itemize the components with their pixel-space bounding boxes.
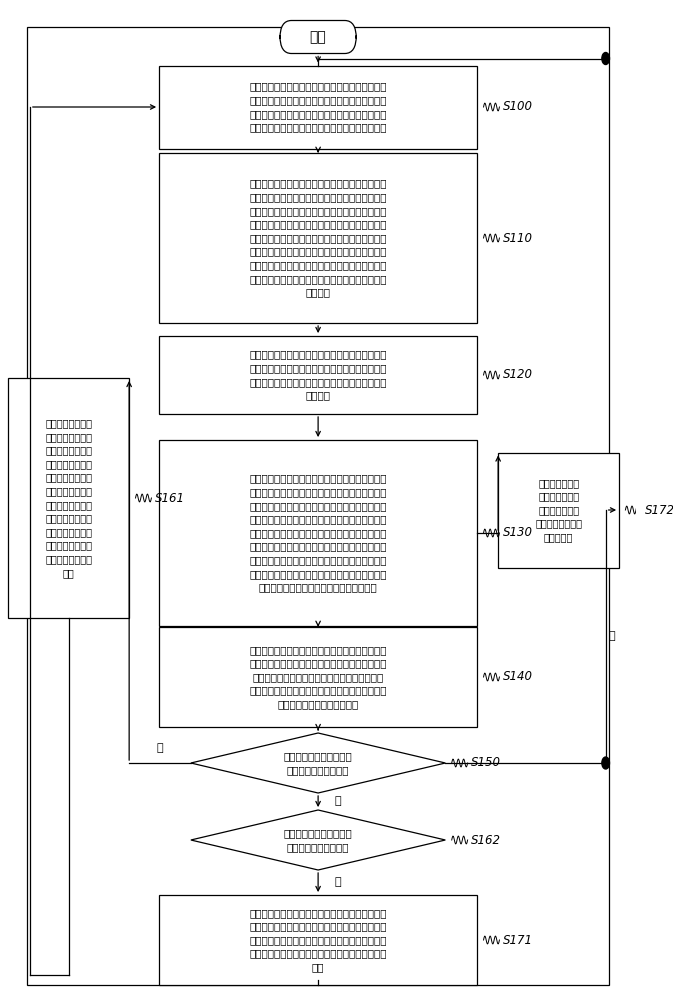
Text: 使用特征点跟踪算法获取各该被确定的待测特征点
的运动轨迹，以相应得到各该待测特征点在当前时
刻帧的运动速度、运动方向以及坐标位置，并依据
所得到的坐标位置，计算: 使用特征点跟踪算法获取各该被确定的待测特征点 的运动轨迹，以相应得到各该待测特征… [250, 179, 387, 297]
Text: 判断所计算得到的统计值
是否小于一负数阈值？: 判断所计算得到的统计值 是否小于一负数阈值？ [284, 828, 353, 852]
Text: 开始: 开始 [310, 30, 326, 44]
Text: S161: S161 [155, 491, 184, 504]
Text: 是: 是 [157, 743, 164, 753]
FancyBboxPatch shape [280, 20, 356, 53]
Text: S130: S130 [503, 526, 532, 540]
Text: S171: S171 [503, 934, 532, 946]
Bar [159, 627, 477, 727]
Text: S100: S100 [503, 101, 532, 113]
Text: 依据同一类点簇中所计算得到的所有待测特征点的
运动速度均值以及运动方向均值，并搭配依据一第
三规则，计算得到每一类点簇在当前时刻帧的运动
速度均值、运动方向均值: 依据同一类点簇中所计算得到的所有待测特征点的 运动速度均值以及运动方向均值，并搭… [250, 474, 387, 592]
Bar [159, 895, 477, 985]
Bar [159, 440, 477, 626]
Text: 是: 是 [334, 878, 341, 888]
Bar [159, 336, 477, 414]
Bar [498, 452, 619, 568]
Text: 判断所计算得到的统计值
是否大于一正数阈值？: 判断所计算得到的统计值 是否大于一正数阈值？ [284, 751, 353, 775]
Text: 否: 否 [609, 632, 616, 642]
Bar [159, 153, 477, 323]
Text: S110: S110 [503, 232, 532, 244]
Text: S140: S140 [503, 670, 532, 684]
Polygon shape [191, 810, 446, 870]
Text: 提供一对应该摄像
头的视域范围外出
现行进阻塞异常的
警告提示，并根据
对应该摄像头的视
域范围内的各该类
点簇的运动方向均
值，判定并提供一
对应该摄像头的视: 提供一对应该摄像 头的视域范围外出 现行进阻塞异常的 警告提示，并根据 对应该摄… [45, 418, 92, 578]
Text: S162: S162 [471, 834, 501, 846]
Text: S150: S150 [471, 756, 501, 770]
Text: S120: S120 [503, 368, 532, 381]
Polygon shape [191, 733, 446, 793]
Text: 依据所计算得到的同属于一个摄像头的视域范围内
的所有点簇在当前时刻帧的加速度、每一类点簇的
质心到相邻各类点簇的质心的距离以及运动方向
均值，并搭配依据一第四规: 依据所计算得到的同属于一个摄像头的视域范围内 的所有点簇在当前时刻帧的加速度、每… [250, 645, 387, 709]
Circle shape [602, 757, 610, 769]
Text: 提供一对应该摄像头的视域范围外出现群体哄散异
常的警告提示，并根据对应该摄像头的视域范围内
的各该类点簇的运动方向均值，判定并提供一对应
该摄像头的视域范围外哄: 提供一对应该摄像头的视域范围外出现群体哄散异 常的警告提示，并根据对应该摄像头的… [250, 908, 387, 972]
Text: 自各该摄像头所摄取的视频图像中获取离散分布的
多个特征点，并使用前景物体检测算法判断特征点
是否在前景图像内，若是，则确定该特征点为待测
特征点，否则，该特征点: 自各该摄像头所摄取的视频图像中获取离散分布的 多个特征点，并使用前景物体检测算法… [250, 82, 387, 132]
Text: S172: S172 [645, 504, 673, 516]
Text: 依据同一类点簇中所有待测特征点的运动速度以及
运动方向，并搭配依据一第二规则，计算得到各该
待测特征点在当前时刻帧的运动速度均值以及运动
方向均值: 依据同一类点簇中所有待测特征点的运动速度以及 运动方向，并搭配依据一第二规则，计… [250, 350, 387, 400]
Bar [8, 378, 129, 618]
Text: 否: 否 [334, 796, 341, 806]
Text: 判定对应该摄像
头的视域范围外
的行进未出现异
常，并提供一行动
正常的提示: 判定对应该摄像 头的视域范围外 的行进未出现异 常，并提供一行动 正常的提示 [535, 478, 582, 542]
Bar [159, 66, 477, 148]
Circle shape [602, 52, 610, 64]
